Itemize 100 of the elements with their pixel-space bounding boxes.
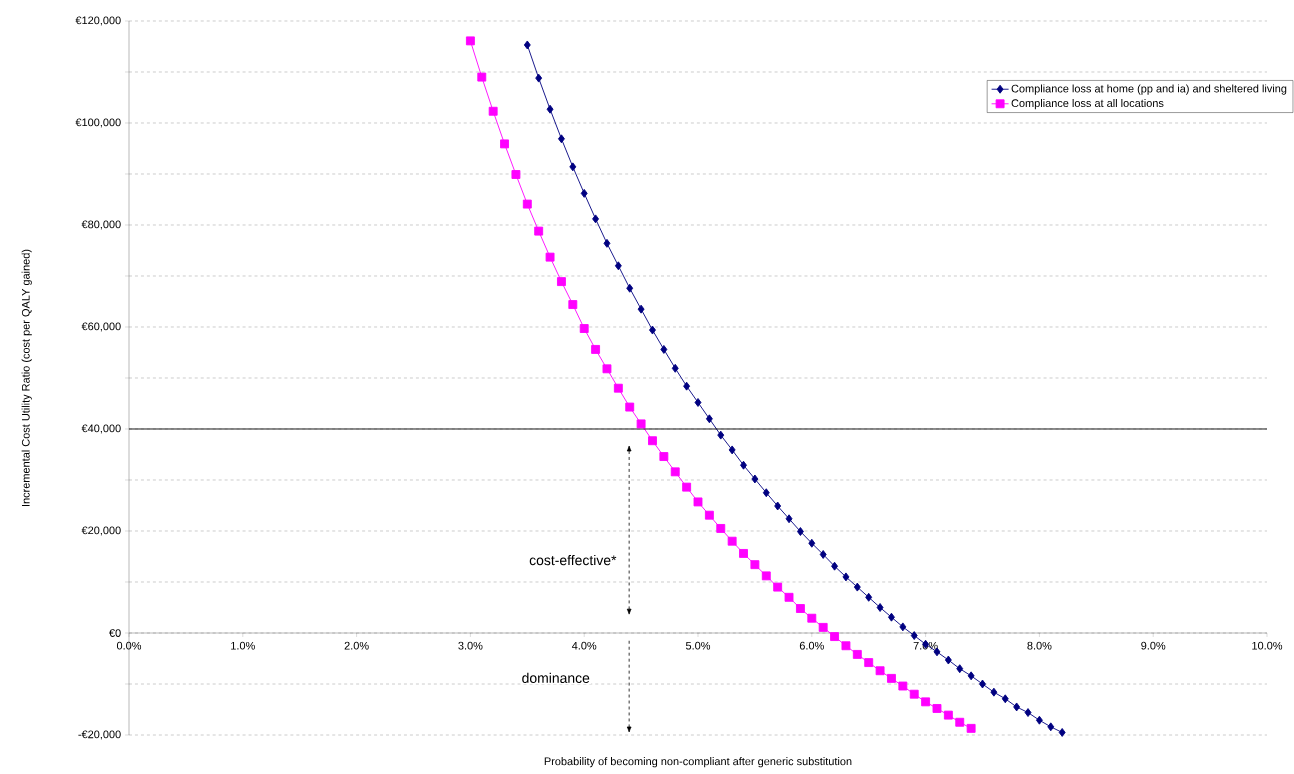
point bbox=[625, 402, 635, 412]
point bbox=[1001, 694, 1009, 704]
x-tick-label: 0.0% bbox=[116, 641, 142, 650]
point bbox=[682, 482, 692, 492]
point bbox=[602, 364, 612, 374]
x-tick-label: 8.0% bbox=[1027, 641, 1052, 650]
y-tick-label: €20,000 bbox=[81, 526, 121, 536]
point bbox=[831, 561, 838, 571]
y-tick-label: €40,000 bbox=[81, 424, 121, 434]
point bbox=[545, 252, 555, 262]
point bbox=[864, 658, 874, 668]
point bbox=[534, 226, 544, 236]
x-tick-label: 6.0% bbox=[799, 641, 824, 650]
point bbox=[853, 582, 861, 592]
point bbox=[762, 488, 770, 498]
point bbox=[1013, 702, 1021, 712]
y-axis-title: Incremental Cost Utility Ratio (cost per QALY gained) bbox=[21, 249, 32, 506]
point bbox=[569, 162, 577, 172]
point bbox=[637, 304, 645, 314]
point bbox=[591, 345, 601, 354]
point bbox=[704, 510, 714, 520]
y-tick-label: €60,000 bbox=[81, 322, 121, 332]
point bbox=[660, 345, 668, 354]
point bbox=[875, 666, 885, 676]
point bbox=[613, 383, 623, 393]
x-tick-label: 3.0% bbox=[458, 641, 483, 650]
point bbox=[511, 170, 521, 179]
point bbox=[717, 430, 725, 440]
x-axis-title: Probability of becoming non-compliant after generic substitution bbox=[544, 757, 852, 768]
point bbox=[670, 467, 680, 477]
point bbox=[546, 104, 554, 114]
point bbox=[784, 592, 794, 602]
point bbox=[955, 717, 965, 727]
point bbox=[477, 72, 487, 82]
x-tick-label: 10.0% bbox=[1252, 641, 1283, 650]
annotation: dominance bbox=[522, 672, 590, 683]
point bbox=[558, 134, 565, 144]
point bbox=[876, 603, 884, 612]
point bbox=[1047, 722, 1055, 732]
point bbox=[694, 398, 702, 407]
point bbox=[830, 632, 839, 641]
point bbox=[557, 277, 566, 287]
point bbox=[852, 649, 862, 659]
point bbox=[774, 501, 782, 511]
point bbox=[932, 704, 942, 713]
annotation: cost-effective* bbox=[529, 554, 617, 566]
point bbox=[465, 36, 475, 46]
point bbox=[888, 612, 895, 622]
point bbox=[979, 679, 986, 689]
x-tick-label: 4.0% bbox=[571, 641, 597, 650]
point bbox=[739, 549, 748, 558]
point bbox=[785, 514, 793, 524]
point bbox=[636, 419, 646, 429]
x-tick-label: 1.0% bbox=[231, 641, 255, 650]
point bbox=[956, 664, 964, 674]
point bbox=[910, 631, 918, 640]
legend-label: Compliance loss at home (pp and ia) and sheltered living bbox=[1011, 84, 1287, 95]
x-tick-label: 9.0% bbox=[1141, 641, 1166, 650]
point bbox=[626, 283, 634, 293]
point bbox=[808, 538, 816, 548]
point bbox=[580, 188, 588, 198]
point bbox=[614, 261, 622, 271]
point bbox=[795, 604, 805, 613]
point bbox=[705, 414, 713, 424]
point bbox=[727, 536, 737, 546]
point bbox=[899, 622, 907, 632]
point bbox=[1035, 715, 1043, 725]
x-tick-label: 5.0% bbox=[685, 641, 711, 650]
point bbox=[579, 324, 589, 333]
point bbox=[841, 641, 851, 651]
point bbox=[523, 40, 531, 50]
point bbox=[488, 106, 498, 116]
point bbox=[865, 592, 873, 602]
y-tick-label: €120,000 bbox=[75, 16, 121, 26]
y-tick-label: €80,000 bbox=[81, 220, 121, 230]
point bbox=[535, 73, 543, 83]
point bbox=[603, 238, 611, 248]
point bbox=[683, 381, 691, 391]
point bbox=[807, 613, 817, 623]
legend-label: Compliance loss at all locations bbox=[1011, 99, 1164, 110]
point bbox=[740, 460, 747, 470]
point bbox=[648, 436, 657, 446]
point bbox=[819, 550, 827, 559]
point bbox=[773, 582, 783, 592]
point bbox=[522, 199, 532, 209]
point bbox=[818, 622, 828, 632]
point bbox=[568, 300, 578, 309]
point bbox=[761, 571, 771, 581]
point bbox=[751, 474, 759, 484]
point bbox=[716, 524, 726, 533]
point bbox=[659, 452, 669, 461]
point bbox=[796, 527, 804, 536]
point bbox=[921, 697, 931, 707]
point bbox=[943, 710, 953, 720]
point bbox=[693, 497, 703, 507]
y-tick-label: -€20,000 bbox=[78, 730, 121, 740]
point bbox=[750, 560, 760, 570]
point bbox=[1024, 708, 1032, 717]
point bbox=[592, 214, 600, 224]
point bbox=[671, 363, 679, 373]
